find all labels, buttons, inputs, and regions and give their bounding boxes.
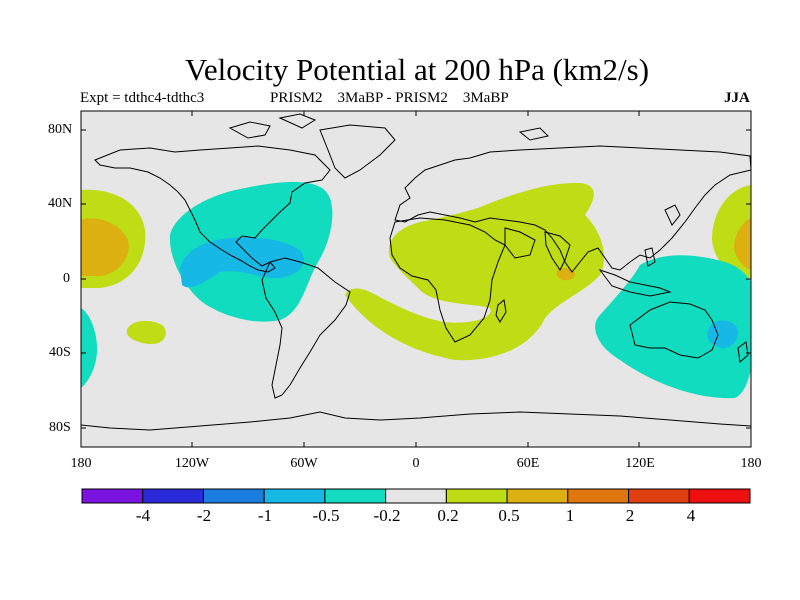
coast-arabia [504,227,536,259]
axis-ticks [81,111,751,447]
coast-antarctica [81,411,751,431]
coast-australia [629,301,719,359]
comparison-label: PRISM2 3MaBP - PRISM2 3MaBP [270,90,509,106]
lon-label-60e: 60E [516,456,540,471]
colorbar-label: 0.2 [437,506,459,525]
colorbar-label: 1 [565,506,575,525]
colorbar-swatch [202,488,265,504]
colorbar-swatch [142,488,204,504]
contour-americas-core [180,237,304,288]
contour-west-pacific-right-core [734,218,751,270]
lon-label-0: 0 [412,456,420,471]
contour-se-pacific [126,320,166,345]
lat-label-80n: 80N [48,122,73,137]
contour-west-pacific-left-core [81,218,129,276]
coast-philippines [644,247,656,267]
coast-eurasia [394,145,751,273]
lon-label-60w: 60W [290,456,318,471]
colorbar-label: -1 [257,506,273,525]
lon-label-180e: 180 [740,456,762,471]
colorbar-label: -4 [135,506,151,525]
coast-greenland [319,124,396,179]
lat-label-0: 0 [63,271,70,286]
coast-south-america [261,257,351,399]
lon-label-120w: 120W [174,456,210,471]
coast-north-america [94,145,331,273]
colorbar-swatch [567,488,630,504]
lat-label-80s: 80S [49,420,71,435]
contour-left-teal [81,308,98,388]
season-label: JJA [724,90,750,106]
coast-indonesia [598,269,672,297]
coast-india [544,231,571,271]
colorbar-swatch [263,488,326,504]
colorbar-label: 4 [686,506,696,525]
colorbar-swatch [324,488,387,504]
coast-japan [664,204,681,226]
colorbar-label: 2 [625,506,635,525]
contour-india-core [556,267,576,281]
coast-arctic-islands [228,113,549,141]
lat-label-40n: 40N [48,196,73,211]
colorbar-swatch [385,488,447,504]
colorbar [81,488,751,504]
colorbar-label: -0.5 [312,506,340,525]
coast-new-zealand [737,341,749,363]
lon-label-180w: 180 [70,456,92,471]
lon-label-120e: 120E [625,456,655,471]
colorbar-label: 0.5 [498,506,520,525]
colorbar-swatch [445,488,508,504]
colorbar-swatch [506,488,569,504]
colorbar-swatch [628,488,690,504]
coast-africa [389,217,506,343]
colorbar-label: -0.2 [373,506,401,525]
coast-madagascar [495,299,507,323]
colorbar-swatch [688,488,751,504]
contour-australia-neg [595,255,751,399]
lat-label-40s: 40S [49,345,71,360]
coastlines [81,113,751,431]
colorbar-label: -2 [196,506,212,525]
plot-title: Velocity Potential at 200 hPa (km2/s) [184,52,650,87]
experiment-label: Expt = tdthc4-tdthc3 [80,90,205,106]
colorbar-swatch [81,488,144,504]
